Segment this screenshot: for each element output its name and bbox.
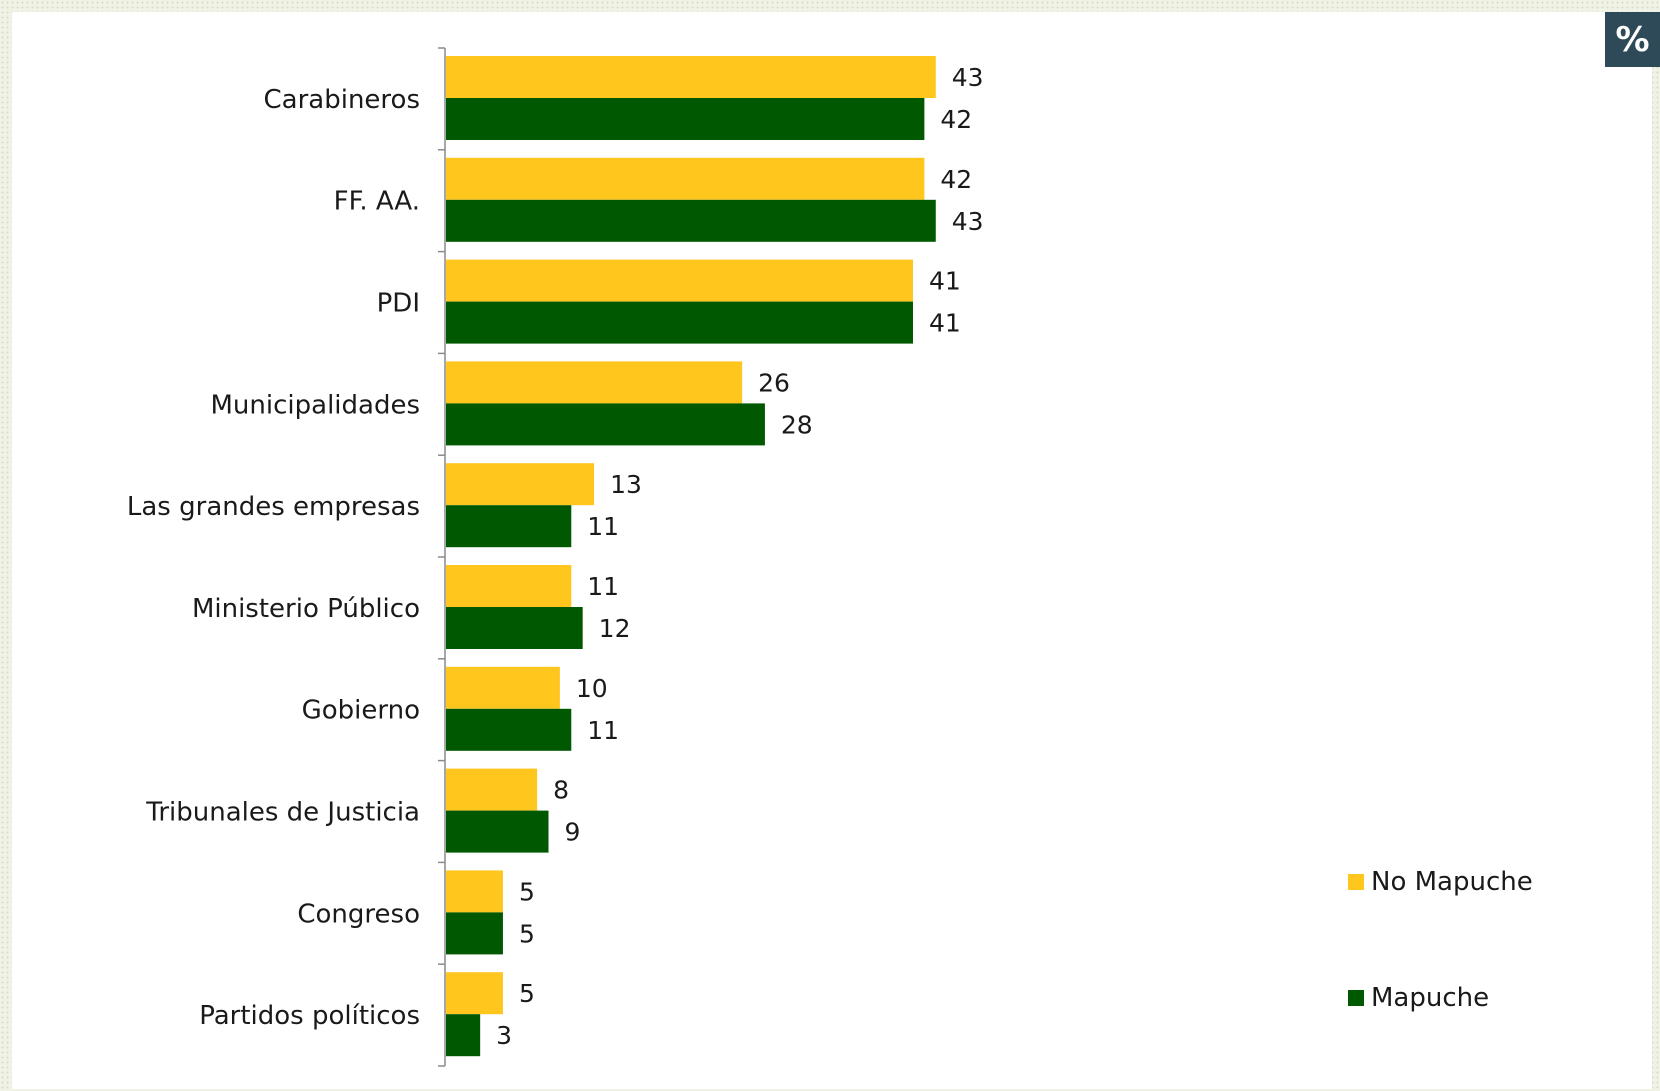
bar-no-mapuche	[446, 768, 538, 811]
legend-swatch	[1348, 874, 1364, 890]
bar-mapuche	[446, 607, 583, 649]
bar-mapuche	[446, 912, 503, 955]
bar-mapuche	[446, 403, 765, 446]
bar-no-mapuche	[446, 870, 503, 913]
data-label: 41	[929, 309, 961, 338]
data-label: 42	[940, 165, 972, 194]
bar-no-mapuche	[446, 666, 560, 709]
category-label: Ministerio Público	[192, 594, 420, 624]
category-label: Carabineros	[264, 85, 420, 115]
data-label: 43	[952, 63, 984, 92]
bar-no-mapuche	[446, 565, 572, 607]
bar-mapuche	[446, 810, 549, 853]
data-label: 3	[496, 1021, 512, 1050]
data-label: 5	[519, 979, 535, 1008]
bar-no-mapuche	[446, 463, 595, 506]
data-label: 9	[565, 818, 581, 847]
bar-mapuche	[446, 98, 925, 140]
category-label: FF. AA.	[334, 187, 420, 217]
data-label: 13	[610, 470, 642, 499]
data-label: 42	[940, 105, 972, 134]
data-label: 5	[519, 877, 535, 906]
category-label: Tribunales de Justicia	[145, 798, 420, 828]
data-label: 11	[587, 572, 619, 601]
data-label: 26	[758, 368, 790, 397]
category-label: Las grandes empresas	[127, 492, 420, 522]
bar-no-mapuche	[446, 157, 925, 200]
data-label: 8	[553, 776, 569, 805]
data-label: 41	[929, 267, 961, 296]
bar-mapuche	[446, 505, 572, 548]
bar-mapuche	[446, 708, 572, 751]
category-label: PDI	[377, 289, 420, 319]
bar-mapuche	[446, 301, 913, 344]
bar-no-mapuche	[446, 259, 913, 302]
category-label: Congreso	[297, 899, 420, 929]
category-label: Partidos políticos	[199, 1001, 420, 1031]
legend-swatch	[1348, 990, 1364, 1006]
data-label: 10	[576, 674, 608, 703]
data-label: 11	[587, 716, 619, 745]
category-label: Municipalidades	[211, 390, 421, 420]
category-label: Gobierno	[302, 696, 420, 726]
data-label: 28	[781, 410, 813, 439]
legend-label: Mapuche	[1371, 983, 1489, 1013]
data-label: 11	[587, 512, 619, 541]
bar-no-mapuche	[446, 361, 743, 404]
data-label: 12	[599, 614, 631, 643]
percent-badge: %	[1605, 12, 1660, 67]
legend-label: No Mapuche	[1371, 867, 1533, 897]
bar-mapuche	[446, 1014, 481, 1057]
data-label: 43	[952, 207, 984, 236]
bar-no-mapuche	[446, 972, 503, 1015]
bar-mapuche	[446, 199, 936, 242]
data-label: 5	[519, 919, 535, 948]
bar-no-mapuche	[446, 56, 936, 98]
